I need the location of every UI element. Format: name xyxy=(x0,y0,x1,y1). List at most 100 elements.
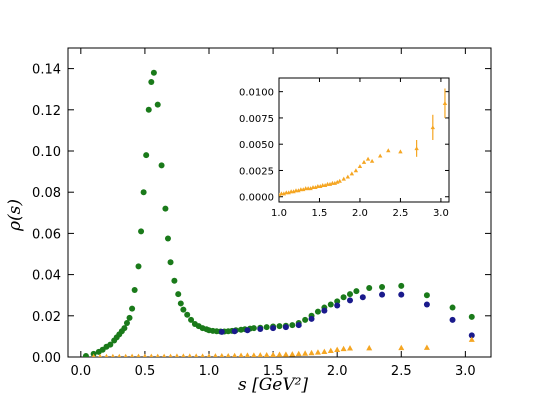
main-data-point xyxy=(206,353,212,357)
main-data-point xyxy=(82,352,89,357)
main-data-point xyxy=(423,301,430,308)
main-data-point xyxy=(150,69,157,76)
main-data-point xyxy=(340,294,347,301)
main-data-point xyxy=(347,345,353,351)
main-data-point xyxy=(302,316,309,323)
main-data-point xyxy=(244,352,251,357)
main-data-point xyxy=(276,351,283,357)
main-data-point xyxy=(164,235,171,242)
main-data-point xyxy=(218,328,225,335)
inset-y-tick-label: 0.0000 xyxy=(239,193,274,204)
main-data-point xyxy=(468,336,475,342)
main-data-point xyxy=(468,313,475,320)
main-data-point xyxy=(104,353,109,357)
main-data-point xyxy=(347,297,353,304)
inset-data-point xyxy=(286,190,291,195)
inset-data-point xyxy=(386,148,391,153)
main-data-point xyxy=(181,353,186,357)
inset-chart: 1.0 1.5 2.0 2.5 3.0 0.0000 0.0025 0.0050 0.0075 0… xyxy=(239,77,450,219)
inset-points xyxy=(279,88,448,197)
main-data-point xyxy=(225,352,231,357)
main-data-point xyxy=(263,351,270,357)
main-data-point xyxy=(158,162,165,169)
main-data-point xyxy=(213,353,218,357)
main-data-point xyxy=(379,283,386,290)
inset-data-point xyxy=(337,178,342,183)
main-data-point xyxy=(174,353,179,357)
main-data-point xyxy=(244,327,251,334)
main-data-point xyxy=(282,324,289,331)
main-data-point xyxy=(270,351,277,357)
main-data-point xyxy=(107,341,114,348)
main-data-point xyxy=(140,189,147,196)
inset-data-point xyxy=(281,191,287,196)
main-data-point xyxy=(327,347,334,354)
main-data-point xyxy=(449,316,456,323)
main-data-point xyxy=(129,305,136,312)
main-data-point xyxy=(314,308,321,315)
main-data-point xyxy=(145,106,152,113)
main-data-point xyxy=(302,350,309,356)
inset-x-tick-label: 2.0 xyxy=(352,208,368,219)
main-data-point xyxy=(171,277,178,284)
inset-data-point xyxy=(341,176,346,181)
main-data-point xyxy=(98,353,102,357)
main-data-point xyxy=(366,284,373,291)
inset-data-point xyxy=(377,153,383,158)
main-data-point xyxy=(111,353,115,357)
main-x-tick-label: 3.0 xyxy=(455,364,476,379)
main-data-point xyxy=(131,287,138,294)
inset-plot-frame xyxy=(278,77,450,203)
inset-data-point xyxy=(313,185,318,190)
main-x-tick-label: 2.0 xyxy=(327,364,348,379)
main-data-point xyxy=(257,352,263,357)
main-data-point xyxy=(155,353,160,357)
main-data-point xyxy=(121,325,128,332)
inset-y-tick-label: 0.0075 xyxy=(239,114,274,125)
main-data-point xyxy=(321,307,328,314)
main-data-point xyxy=(219,352,225,357)
main-y-tick-label: 0.14 xyxy=(32,63,61,78)
main-data-point xyxy=(231,328,238,335)
main-data-point xyxy=(130,353,134,357)
inset-x-tick-label: 1.0 xyxy=(271,208,287,219)
inset-data-point xyxy=(318,184,323,188)
main-data-point xyxy=(423,344,430,350)
inset-data-point xyxy=(345,174,351,179)
inset-data-point xyxy=(296,188,301,193)
inset-data-point xyxy=(398,149,403,154)
main-y-tick-label: 0.06 xyxy=(32,227,61,242)
main-data-point xyxy=(398,291,405,298)
main-data-point xyxy=(200,353,205,357)
main-data-point xyxy=(123,320,130,327)
inset-x-tick-label: 2.5 xyxy=(392,208,408,219)
main-x-tick-label: 2.5 xyxy=(391,364,412,379)
inset-data-point xyxy=(353,168,359,173)
main-data-point xyxy=(398,282,405,289)
main-data-point xyxy=(263,324,270,331)
main-data-point xyxy=(295,322,302,329)
inset-data-point xyxy=(322,182,328,187)
main-data-point xyxy=(327,301,334,308)
inset-data-point xyxy=(361,159,367,164)
main-data-point xyxy=(334,298,341,305)
inset-data-point xyxy=(414,146,419,151)
main-data-point xyxy=(321,348,328,355)
main-data-point xyxy=(136,353,141,357)
main-data-point xyxy=(250,325,257,332)
main-data-point xyxy=(289,351,296,357)
main-data-point xyxy=(340,345,347,352)
inset-x-tick-label: 1.5 xyxy=(312,208,328,219)
main-data-point xyxy=(175,291,182,298)
main-data-point xyxy=(184,311,191,318)
inset-data-point xyxy=(442,101,448,105)
main-data-point xyxy=(295,350,302,357)
main-y-tick-label: 0.10 xyxy=(32,145,61,160)
main-data-point xyxy=(347,291,353,298)
main-data-point xyxy=(143,152,150,159)
main-data-point xyxy=(314,349,321,355)
main-data-point xyxy=(194,353,199,357)
main-x-tick-label: 0.0 xyxy=(70,364,91,379)
main-data-point xyxy=(138,228,145,235)
